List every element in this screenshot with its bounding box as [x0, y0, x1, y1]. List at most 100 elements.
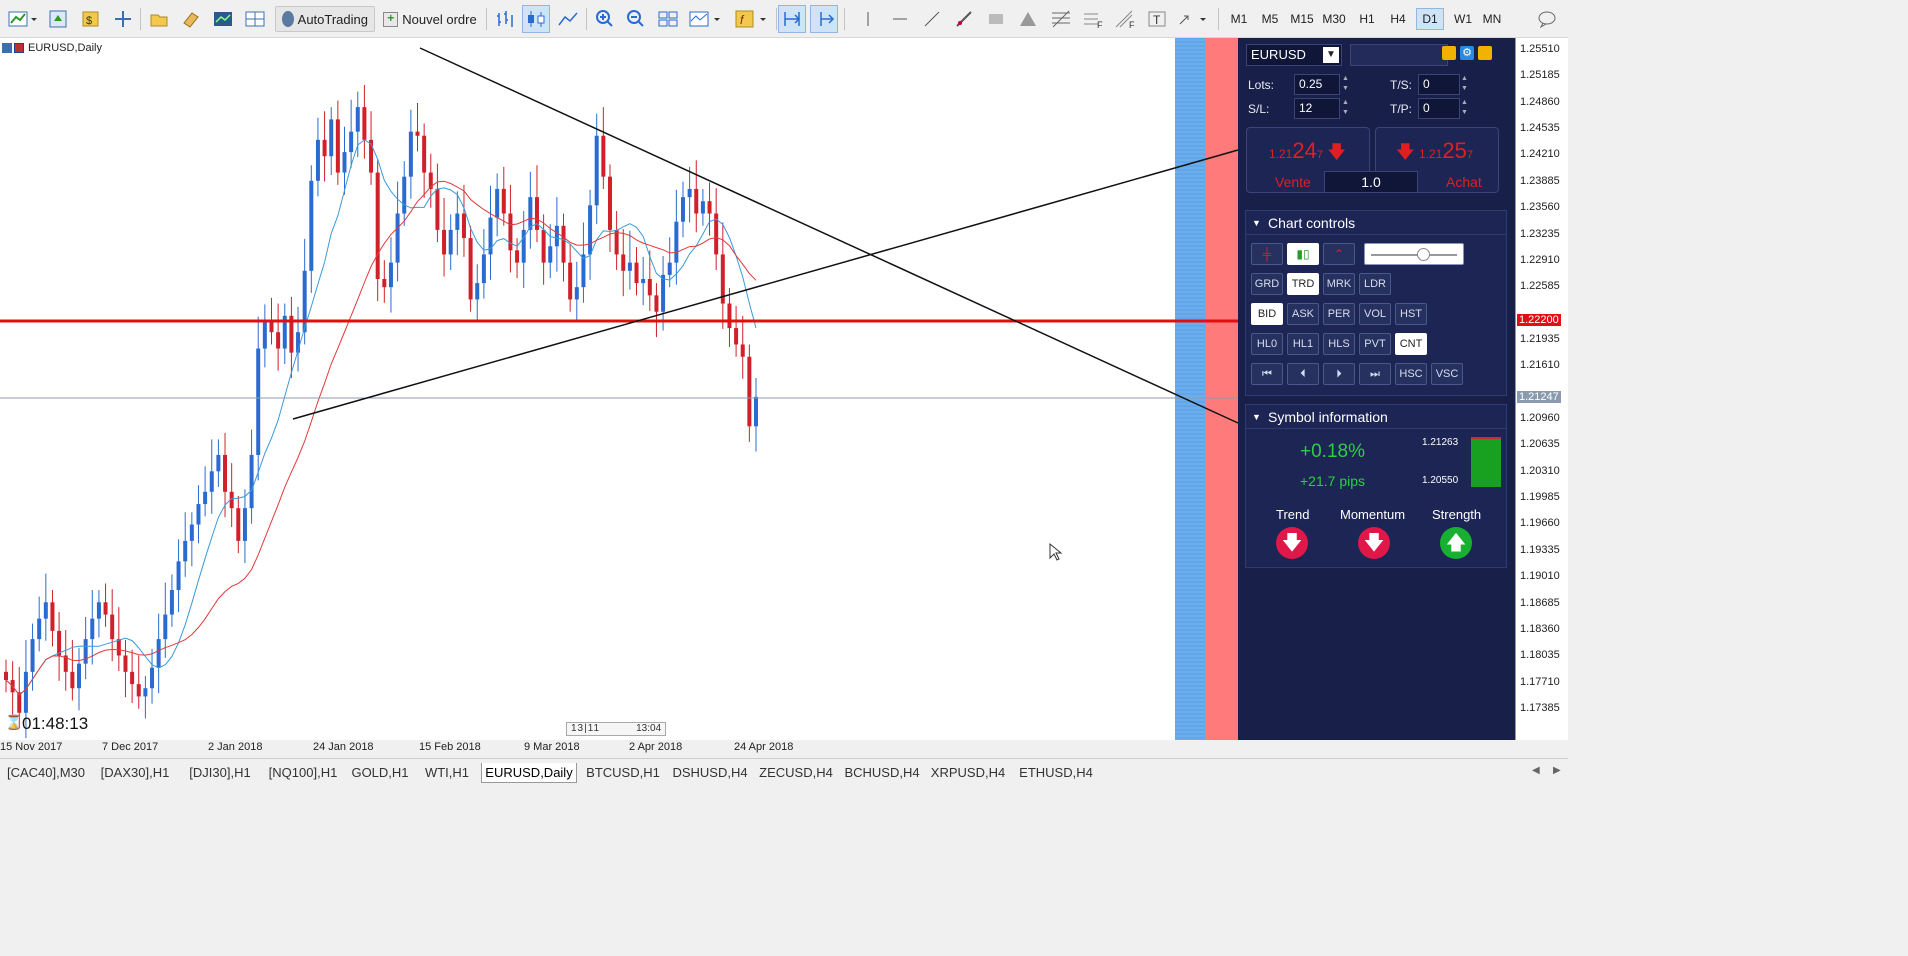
- control-ldr-button[interactable]: LDR: [1359, 273, 1391, 295]
- control-ask-button[interactable]: ASK: [1287, 303, 1319, 325]
- symbol-select[interactable]: EURUSD ▼: [1246, 44, 1342, 66]
- new-order-button[interactable]: + Nouvel ordre: [380, 5, 480, 33]
- zoom-slider-thumb[interactable]: [1417, 248, 1430, 261]
- control-vsc-button[interactable]: VSC: [1431, 363, 1463, 385]
- bar-chart-icon[interactable]: [492, 5, 518, 33]
- scroll-last-button[interactable]: ⏭: [1359, 363, 1391, 385]
- strategy-tester-icon[interactable]: [210, 5, 236, 33]
- control-trd-button[interactable]: TRD: [1287, 273, 1319, 295]
- chart-tab-dshusd-h4[interactable]: DSHUSD,H4: [672, 765, 748, 780]
- timeframe-m15-button[interactable]: M15: [1290, 12, 1314, 26]
- symbol-search-input[interactable]: [1350, 44, 1448, 66]
- price-axis[interactable]: 1.25510 1.25185 1.24860 1.24535 1.24210 1.238…: [1515, 38, 1568, 740]
- autotrading-button[interactable]: AutoTrading: [275, 6, 375, 32]
- fibonacci-icon[interactable]: [1048, 5, 1074, 33]
- new-chart-icon[interactable]: [4, 5, 40, 33]
- scroll-next-button[interactable]: ⏵: [1323, 363, 1355, 385]
- chart-controls-header[interactable]: ▼ Chart controls: [1246, 211, 1506, 235]
- profiles-icon[interactable]: [46, 5, 72, 33]
- chart-tab--dax30-h1[interactable]: [DAX30],H1: [100, 765, 170, 780]
- text-tool-icon[interactable]: T: [1144, 5, 1170, 33]
- chart-tab--cac40-m30[interactable]: [CAC40],M30: [6, 765, 86, 780]
- chat-icon[interactable]: [1535, 5, 1561, 33]
- chart-shift-icon[interactable]: [778, 5, 806, 33]
- tabs-scroll-left-icon[interactable]: ◀: [1532, 765, 1540, 776]
- timeframe-m1-button[interactable]: M1: [1230, 12, 1248, 26]
- control-grd-button[interactable]: GRD: [1251, 273, 1283, 295]
- chart-tab-bchusd-h4[interactable]: BCHUSD,H4: [844, 765, 920, 780]
- control-bid-button[interactable]: BID: [1251, 303, 1283, 325]
- symbol-info-header[interactable]: ▼ Symbol information: [1246, 405, 1506, 429]
- vertical-line-icon[interactable]: [856, 5, 880, 33]
- bar-type-button[interactable]: ╪: [1251, 243, 1283, 265]
- zoom-out-icon[interactable]: [623, 5, 649, 33]
- tile-charts-icon[interactable]: [655, 5, 681, 33]
- autoscroll-icon[interactable]: [810, 5, 838, 33]
- zoom-slider[interactable]: [1364, 243, 1464, 265]
- zoom-in-icon[interactable]: [592, 5, 618, 33]
- control-hsc-button[interactable]: HSC: [1395, 363, 1427, 385]
- control-cnt-button[interactable]: CNT: [1395, 333, 1427, 355]
- chart-tab-ethusd-h4[interactable]: ETHUSD,H4: [1019, 765, 1093, 780]
- tabs-scroll-right-icon[interactable]: ▶: [1553, 765, 1561, 776]
- chart-tab-gold-h1[interactable]: GOLD,H1: [351, 765, 409, 780]
- ray-icon[interactable]: [952, 5, 976, 33]
- timeframe-d1-button[interactable]: D1: [1416, 8, 1444, 30]
- control-vol-button[interactable]: VOL: [1359, 303, 1391, 325]
- control-pvt-button[interactable]: PVT: [1359, 333, 1391, 355]
- market-watch-icon[interactable]: $: [78, 5, 104, 33]
- ts-input[interactable]: 0: [1418, 74, 1460, 95]
- volume-input[interactable]: 1.0: [1324, 171, 1418, 193]
- control-hl0-button[interactable]: HL0: [1251, 333, 1283, 355]
- fibo-arcs-icon[interactable]: F: [1112, 5, 1138, 33]
- lots-input[interactable]: 0.25: [1294, 74, 1340, 95]
- navigator-icon[interactable]: [146, 5, 172, 33]
- horizontal-line-icon[interactable]: [888, 5, 912, 33]
- control-per-button[interactable]: PER: [1323, 303, 1355, 325]
- scroll-first-button[interactable]: ⏮: [1251, 363, 1283, 385]
- expert-advisor-icon[interactable]: f: [732, 5, 772, 33]
- lots-stepper[interactable]: ▲ ▼: [1342, 75, 1349, 92]
- copy-icon[interactable]: [1442, 46, 1456, 60]
- timeframe-mn-button[interactable]: MN: [1482, 12, 1502, 26]
- indicators-menu-icon[interactable]: [686, 5, 726, 33]
- sl-input[interactable]: 12: [1294, 98, 1340, 119]
- tp-input[interactable]: 0: [1418, 98, 1460, 119]
- fibo-fan-icon[interactable]: F: [1080, 5, 1106, 33]
- window-icon[interactable]: [1478, 46, 1492, 60]
- rectangle-icon[interactable]: [984, 5, 1008, 33]
- settings-gear-icon[interactable]: ⚙: [1460, 46, 1474, 60]
- crosshair-tool-icon[interactable]: [110, 5, 136, 33]
- price-chart[interactable]: [0, 38, 1515, 740]
- control-hst-button[interactable]: HST: [1395, 303, 1427, 325]
- chart-tab--nq100-h1[interactable]: [NQ100],H1: [268, 765, 338, 780]
- chart-tab-zecusd-h4[interactable]: ZECUSD,H4: [759, 765, 833, 780]
- tile-windows-icon[interactable]: [242, 5, 268, 33]
- timeframe-m30-button[interactable]: M30: [1322, 12, 1346, 26]
- trendline-icon[interactable]: [920, 5, 944, 33]
- line-chart-icon[interactable]: [555, 5, 581, 33]
- tp-stepper[interactable]: ▲ ▼: [1461, 99, 1468, 116]
- control-mrk-button[interactable]: MRK: [1323, 273, 1355, 295]
- triangle-icon[interactable]: [1016, 5, 1040, 33]
- sell-button[interactable]: 1.21247 🡇 Vente: [1246, 127, 1370, 193]
- chart-tab-wti-h1[interactable]: WTI,H1: [424, 765, 470, 780]
- terminal-icon[interactable]: [178, 5, 204, 33]
- sl-stepper[interactable]: ▲ ▼: [1342, 99, 1349, 116]
- timeframe-m5-button[interactable]: M5: [1261, 12, 1279, 26]
- candle-type-button[interactable]: ▮▯: [1287, 243, 1319, 265]
- control-hl1-button[interactable]: HL1: [1287, 333, 1319, 355]
- arrows-menu-icon[interactable]: [1176, 5, 1212, 33]
- chart-tab-btcusd-h1[interactable]: BTCUSD,H1: [586, 765, 660, 780]
- candlestick-chart-icon[interactable]: [522, 5, 550, 33]
- timeframe-h1-button[interactable]: H1: [1359, 12, 1375, 26]
- chart-tab--dji30-h1[interactable]: [DJI30],H1: [189, 765, 251, 780]
- scroll-prev-button[interactable]: ⏴: [1287, 363, 1319, 385]
- timeframe-w1-button[interactable]: W1: [1454, 12, 1472, 26]
- chart-tab-xrpusd-h4[interactable]: XRPUSD,H4: [930, 765, 1006, 780]
- line-type-button[interactable]: ⌃: [1323, 243, 1355, 265]
- chart-tab-eurusd-daily[interactable]: EURUSD,Daily: [481, 763, 577, 783]
- ts-stepper[interactable]: ▲ ▼: [1461, 75, 1468, 92]
- timeframe-h4-button[interactable]: H4: [1390, 12, 1406, 26]
- control-hls-button[interactable]: HLS: [1323, 333, 1355, 355]
